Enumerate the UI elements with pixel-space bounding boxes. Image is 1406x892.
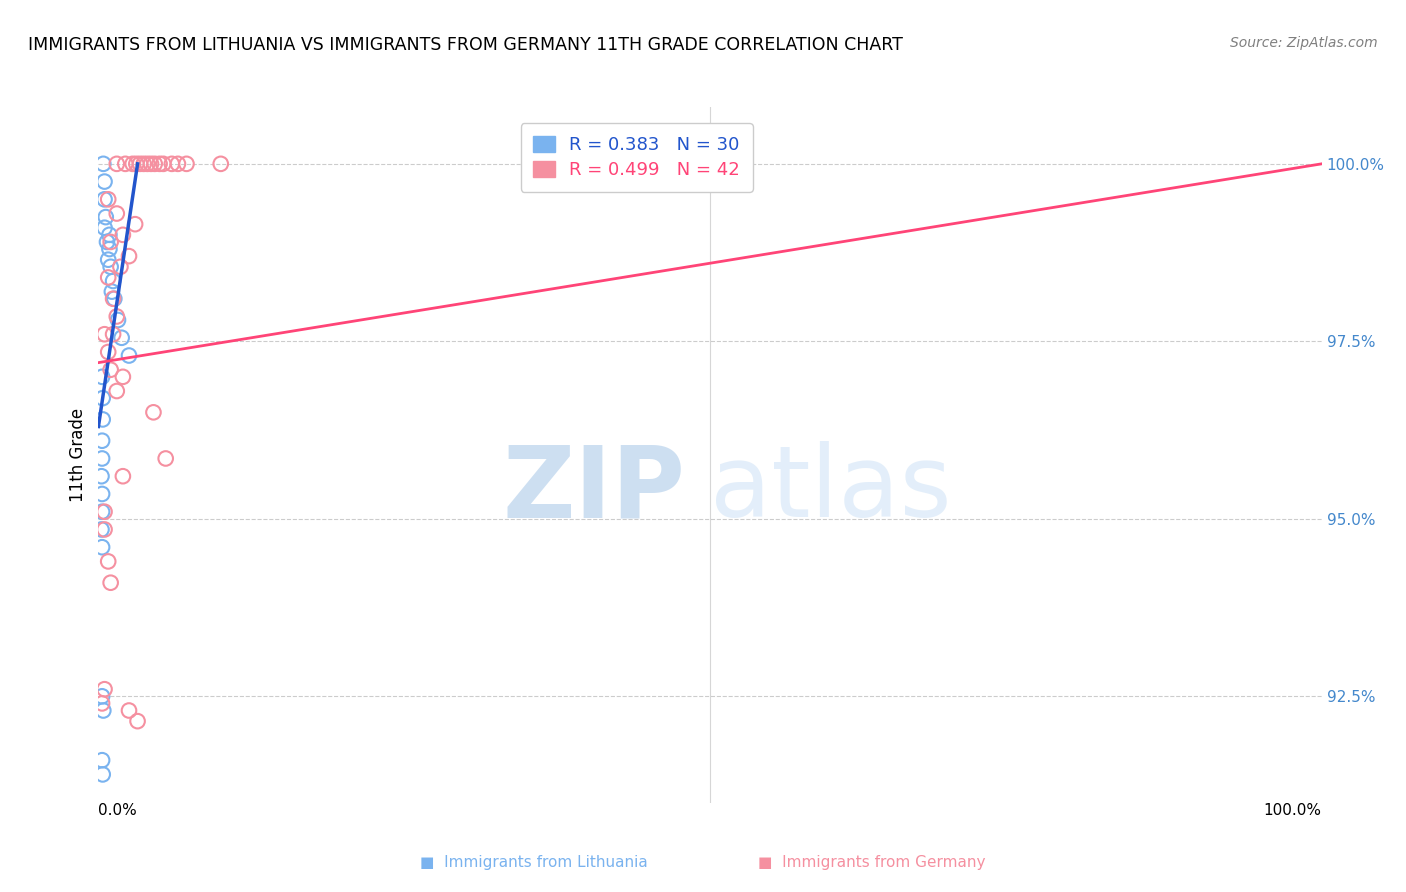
Point [97, 554, 120, 568]
Point [101, 274, 124, 288]
Point [97, 345, 120, 359]
Point [105, 310, 128, 324]
Point [91, 690, 114, 704]
Point [91, 505, 114, 519]
Point [125, 157, 148, 171]
Point [101, 292, 124, 306]
Legend: R = 0.383   N = 30, R = 0.499   N = 42: R = 0.383 N = 30, R = 0.499 N = 42 [520, 123, 752, 192]
Point [91, 412, 114, 426]
Point [91, 697, 114, 711]
Point [93, 505, 115, 519]
Y-axis label: 11th Grade: 11th Grade [69, 408, 87, 502]
Point [101, 285, 124, 299]
Point [93, 682, 115, 697]
Point [149, 157, 172, 171]
Text: 100.0%: 100.0% [1264, 803, 1322, 818]
Text: 0.0%: 0.0% [98, 803, 138, 818]
Text: Source: ZipAtlas.com: Source: ZipAtlas.com [1230, 36, 1378, 50]
Point [118, 249, 141, 263]
Point [107, 313, 129, 327]
Point [105, 157, 128, 171]
Point [98, 242, 121, 256]
Text: IMMIGRANTS FROM LITHUANIA VS IMMIGRANTS FROM GERMANY 11TH GRADE CORRELATION CHAR: IMMIGRANTS FROM LITHUANIA VS IMMIGRANTS … [28, 36, 903, 54]
Point [93, 192, 115, 206]
Point [97, 192, 120, 206]
Point [100, 260, 122, 274]
Point [160, 157, 183, 171]
Point [139, 157, 162, 171]
Point [114, 157, 136, 171]
Point [132, 157, 155, 171]
Text: ZIP: ZIP [503, 442, 686, 538]
Point [91, 391, 114, 405]
Text: ■  Immigrants from Lithuania: ■ Immigrants from Lithuania [420, 855, 648, 870]
Point [111, 469, 134, 483]
Point [111, 331, 134, 345]
Point [93, 327, 115, 342]
Point [111, 227, 134, 242]
Text: ■  Immigrants from Germany: ■ Immigrants from Germany [758, 855, 986, 870]
Point [152, 157, 174, 171]
Point [98, 227, 121, 242]
Point [105, 206, 128, 220]
Point [93, 220, 115, 235]
Point [90, 523, 112, 537]
Point [142, 405, 165, 419]
Point [101, 327, 124, 342]
Point [111, 369, 134, 384]
Point [97, 270, 120, 285]
Text: atlas: atlas [710, 442, 952, 538]
Point [100, 235, 122, 249]
Point [100, 362, 122, 376]
Point [100, 575, 122, 590]
Point [91, 451, 114, 466]
Point [136, 157, 159, 171]
Point [121, 157, 143, 171]
Point [167, 157, 190, 171]
Point [91, 753, 114, 767]
Point [129, 157, 152, 171]
Point [91, 369, 114, 384]
Point [209, 157, 232, 171]
Point [176, 157, 198, 171]
Point [118, 704, 141, 718]
Point [127, 714, 149, 728]
Point [155, 451, 177, 466]
Point [118, 349, 141, 363]
Point [91, 767, 114, 781]
Point [97, 252, 120, 267]
Point [143, 157, 166, 171]
Point [124, 217, 146, 231]
Point [96, 235, 118, 249]
Point [91, 704, 114, 718]
Point [91, 540, 114, 554]
Point [91, 487, 114, 501]
Point [105, 384, 128, 398]
Point [90, 469, 112, 483]
Point [103, 292, 125, 306]
Point [110, 260, 132, 274]
Point [93, 175, 115, 189]
Point [94, 210, 117, 224]
Point [93, 523, 115, 537]
Point [91, 434, 114, 448]
Point [91, 157, 114, 171]
